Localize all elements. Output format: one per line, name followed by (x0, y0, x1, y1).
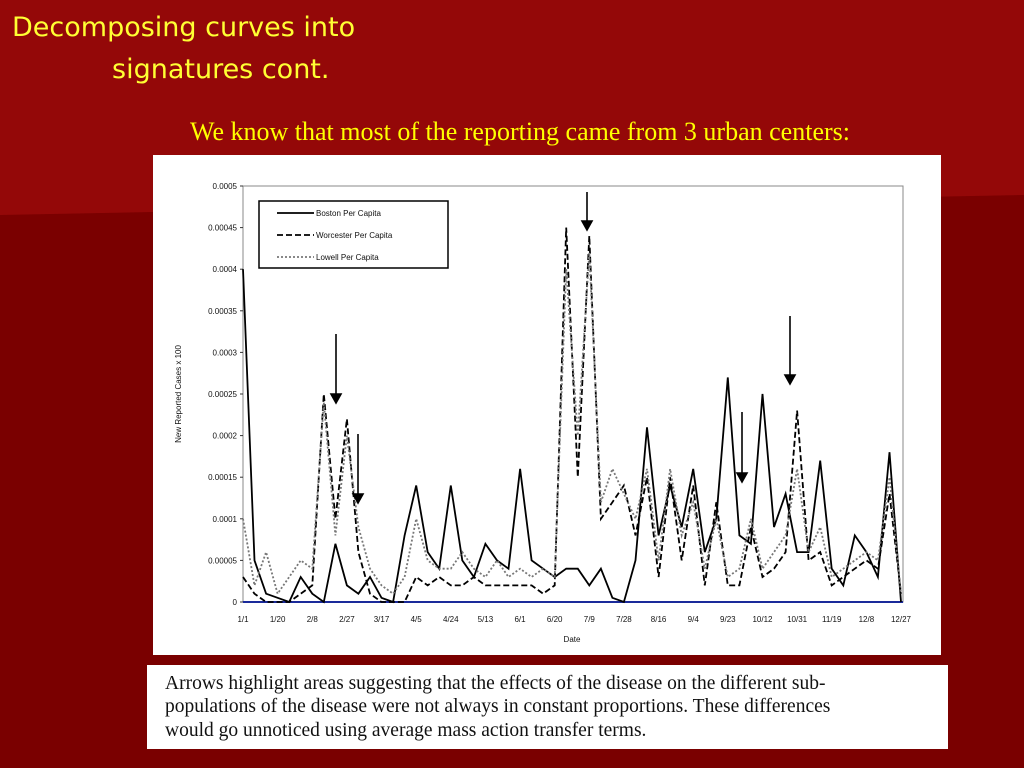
x-tick-label: 2/27 (339, 615, 355, 624)
x-tick-label: 12/8 (859, 615, 875, 624)
x-tick-label: 7/28 (616, 615, 632, 624)
caption-panel (147, 665, 948, 749)
y-tick-label: 0.0005 (213, 182, 238, 191)
legend-label: Worcester Per Capita (316, 231, 393, 240)
x-tick-label: 7/9 (584, 615, 596, 624)
x-tick-label: 8/16 (651, 615, 667, 624)
arrow-head (735, 472, 749, 484)
series-line (242, 269, 902, 604)
arrow-head (783, 374, 797, 386)
legend-label: Boston Per Capita (316, 209, 381, 218)
caption-line: Arrows highlight areas suggesting that t… (165, 673, 825, 694)
x-tick-label: 11/19 (822, 615, 842, 624)
x-tick-label: 4/24 (443, 615, 459, 624)
x-tick-label: 10/12 (752, 615, 773, 624)
arrows (329, 192, 797, 505)
y-tick-label: 0.00035 (208, 307, 237, 316)
x-tick-label: 2/8 (307, 615, 319, 624)
x-tick-label: 9/4 (688, 615, 700, 624)
y-tick-label: 0.00025 (208, 390, 237, 399)
slide-title: signatures cont. (112, 54, 329, 85)
chart: 0 0.00005 0.0001 0.00015 0.0002 0.00025 0.0003… (174, 182, 912, 644)
caption-line: populations of the disease were not alwa… (165, 696, 830, 717)
x-tick-label: 5/13 (478, 615, 494, 624)
x-tick-label: 9/23 (720, 615, 736, 624)
subtitle: We know that most of the reporting came … (190, 117, 850, 146)
y-axis-label: New Reported Cases x 100 (174, 345, 183, 443)
x-tick-label: 6/1 (514, 615, 526, 624)
y-tick-label: 0.0002 (213, 432, 238, 441)
series-line (242, 227, 902, 603)
y-tick-label: 0.00045 (208, 224, 237, 233)
y-tick-label: 0 (233, 598, 238, 607)
y-tick-label: 0.0001 (213, 515, 238, 524)
caption-line: would go unnoticed using average mass ac… (165, 720, 646, 741)
x-tick-label: 12/27 (891, 615, 912, 624)
x-tick-label: 1/20 (270, 615, 286, 624)
legend-label: Lowell Per Capita (316, 253, 379, 262)
y-tick-label: 0.00015 (208, 473, 237, 482)
arrow-head (351, 493, 365, 505)
y-tick-label: 0.0004 (213, 265, 238, 274)
arrow-head (329, 393, 343, 405)
x-tick-label: 6/20 (547, 615, 563, 624)
x-tick-label: 1/1 (237, 615, 249, 624)
x-axis-label: Date (564, 635, 581, 644)
y-tick-label: 0.00005 (208, 556, 237, 565)
x-tick-label: 3/17 (374, 615, 390, 624)
x-tick-label: 4/5 (411, 615, 423, 624)
x-tick-label: 10/31 (787, 615, 808, 624)
slide-title: Decomposing curves into (12, 12, 355, 43)
y-tick-label: 0.0003 (213, 348, 238, 357)
series-line (242, 252, 902, 596)
arrow-head (580, 220, 594, 232)
